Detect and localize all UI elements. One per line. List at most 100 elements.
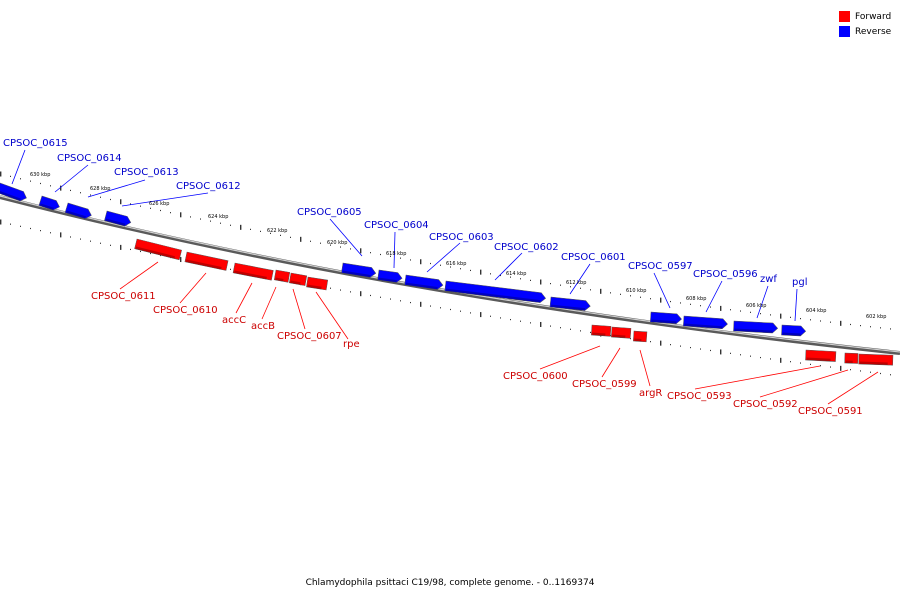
tick	[760, 356, 761, 359]
gene-features	[0, 182, 894, 366]
tick	[710, 349, 711, 352]
tick	[720, 305, 722, 311]
tick	[870, 371, 871, 373]
leader-reverse	[121, 192, 209, 207]
gene-label[interactable]: argR	[639, 388, 662, 399]
leader-reverse	[756, 285, 769, 319]
tick	[690, 303, 691, 305]
gene-reverse-shade	[105, 218, 126, 227]
gene-reverse	[0, 182, 27, 202]
gene-forward-shade	[275, 277, 284, 282]
legend: Forward Reverse	[839, 9, 891, 39]
tick	[430, 262, 431, 265]
tick	[540, 321, 542, 327]
tick	[550, 325, 551, 327]
tick	[340, 246, 341, 248]
gene-label[interactable]: CPSOC_0612	[176, 181, 241, 192]
scale-label: 626 kbp	[149, 201, 169, 207]
tick	[250, 228, 251, 230]
leader-reverse	[329, 218, 363, 257]
tick	[180, 257, 182, 263]
gene-reverse-body	[341, 262, 377, 278]
gene-label[interactable]: rpe	[343, 339, 360, 350]
gene-forward	[611, 326, 632, 339]
gene-reverse-shade	[550, 304, 586, 311]
gene-label[interactable]: accC	[222, 315, 246, 326]
gene-reverse-body	[733, 320, 779, 334]
gene-forward	[134, 238, 182, 261]
leader-reverse	[569, 263, 591, 295]
tick	[110, 198, 111, 201]
gene-label[interactable]: accB	[251, 321, 275, 332]
gene-label[interactable]: CPSOC_0593	[667, 391, 732, 402]
tick	[100, 242, 101, 244]
gene-reverse-shade	[734, 328, 773, 334]
gene-label[interactable]: CPSOC_0599	[572, 379, 637, 390]
tick	[750, 355, 751, 357]
leader-forward	[694, 365, 821, 390]
gene-label[interactable]: CPSOC_0613	[114, 167, 179, 178]
gene-forward-body	[134, 238, 182, 261]
gene-label[interactable]: CPSOC_0610	[153, 305, 218, 316]
tick	[790, 361, 791, 363]
tick	[30, 180, 31, 182]
tick	[560, 327, 561, 329]
tick	[120, 199, 122, 205]
scale-label: 622 kbp	[267, 228, 287, 234]
gene-forward-shade	[845, 360, 853, 364]
gene-label[interactable]: CPSOC_0615	[3, 138, 68, 149]
gene-label[interactable]: CPSOC_0607	[277, 331, 342, 342]
gene-label[interactable]: CPSOC_0592	[733, 399, 798, 410]
tick	[310, 240, 311, 242]
tick	[180, 212, 182, 218]
genome-caption: Chlamydophila psittaci C19/98, complete …	[305, 578, 595, 588]
tick	[290, 236, 291, 238]
gene-label[interactable]: CPSOC_0591	[798, 406, 863, 417]
gene-reverse-body	[38, 195, 60, 211]
tick	[550, 282, 551, 285]
tick	[230, 224, 231, 226]
gene-label[interactable]: pgl	[792, 277, 807, 288]
scale-label: 604 kbp	[806, 308, 826, 314]
gene-reverse	[404, 274, 444, 290]
tick	[50, 185, 51, 187]
tick	[350, 248, 351, 250]
gene-forward-shade	[806, 357, 831, 362]
scale-label: 610 kbp	[626, 288, 646, 294]
tick	[880, 327, 881, 329]
gene-reverse-shade	[0, 190, 21, 201]
leader-forward	[827, 371, 879, 405]
gene-label[interactable]: CPSOC_0611	[91, 291, 156, 302]
tick	[580, 330, 581, 332]
gene-reverse-shade	[378, 277, 397, 283]
tick	[860, 325, 861, 327]
gene-label[interactable]: CPSOC_0605	[297, 207, 362, 218]
gene-label[interactable]: CPSOC_0604	[364, 220, 429, 231]
gene-reverse-shade	[782, 332, 801, 336]
tick	[770, 358, 771, 360]
tick	[150, 207, 151, 209]
gene-label[interactable]: zwf	[760, 274, 777, 285]
gene-label[interactable]: CPSOC_0596	[693, 269, 758, 280]
reverse-swatch	[839, 26, 850, 37]
leader-forward	[315, 291, 349, 340]
gene-label[interactable]: CPSOC_0597	[628, 261, 693, 272]
tick	[60, 232, 62, 238]
gene-reverse-body	[0, 182, 27, 202]
tick	[40, 230, 41, 232]
scale-label: 608 kbp	[686, 296, 706, 302]
scale-label: 618 kbp	[386, 251, 406, 257]
gene-forward-body	[232, 262, 274, 281]
tick	[190, 216, 191, 218]
tick	[60, 185, 62, 191]
scale-label: 602 kbp	[866, 314, 886, 320]
gene-label[interactable]: CPSOC_0602	[494, 242, 559, 253]
gene-label[interactable]: CPSOC_0614	[57, 153, 122, 164]
gene-label[interactable]: CPSOC_0603	[429, 232, 494, 243]
tick	[660, 297, 662, 303]
tick	[410, 301, 411, 304]
gene-reverse	[341, 262, 377, 278]
gene-label[interactable]: CPSOC_0600	[503, 371, 568, 382]
gene-label[interactable]: CPSOC_0601	[561, 252, 626, 263]
